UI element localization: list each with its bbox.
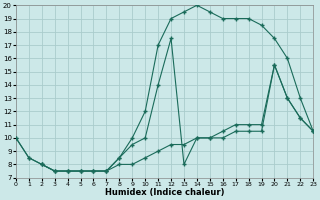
X-axis label: Humidex (Indice chaleur): Humidex (Indice chaleur) [105,188,224,197]
